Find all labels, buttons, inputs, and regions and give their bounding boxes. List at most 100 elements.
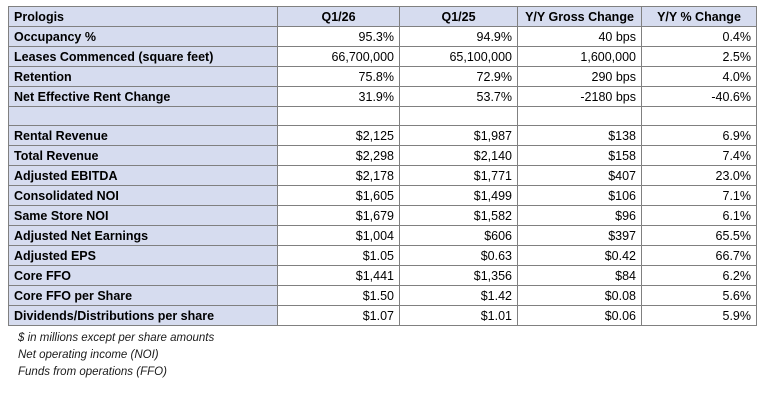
financial-summary-table: Prologis Q1/26 Q1/25 Y/Y Gross Change Y/… [8, 6, 757, 326]
cell-gross-change: $106 [517, 185, 642, 206]
cell-pct-change: 66.7% [641, 245, 757, 266]
cell-q125: $1,582 [399, 205, 518, 226]
column-header-q126: Q1/26 [277, 6, 400, 27]
cell-gross-change: $397 [517, 225, 642, 246]
cell-pct-change: 6.1% [641, 205, 757, 226]
cell-q126: $1,441 [277, 265, 400, 286]
cell-gross-change: $0.06 [517, 305, 642, 326]
column-header-company: Prologis [8, 6, 278, 27]
cell-gross-change: $138 [517, 125, 642, 146]
footnote-ffo-definition: Funds from operations (FFO) [18, 366, 167, 378]
row-label: Core FFO [8, 265, 278, 286]
table-row: Adjusted EPS $1.05 $0.63 $0.42 66.7% [8, 245, 757, 266]
row-label: Rental Revenue [8, 125, 278, 146]
cell-q126: 75.8% [277, 66, 400, 87]
cell-pct-change: 5.6% [641, 285, 757, 306]
cell-gross-change: 1,600,000 [517, 46, 642, 67]
row-label: Dividends/Distributions per share [8, 305, 278, 326]
cell-pct-change: 7.1% [641, 185, 757, 206]
cell-q125: $1.01 [399, 305, 518, 326]
cell-empty [277, 106, 400, 126]
table-row: Retention 75.8% 72.9% 290 bps 4.0% [8, 66, 757, 87]
cell-gross-change: -2180 bps [517, 86, 642, 107]
table-row: Adjusted Net Earnings $1,004 $606 $397 65.5% [8, 225, 757, 246]
table-row: Occupancy % 95.3% 94.9% 40 bps 0.4% [8, 26, 757, 47]
cell-q126: 66,700,000 [277, 46, 400, 67]
cell-q126: $2,178 [277, 165, 400, 186]
row-label: Total Revenue [8, 145, 278, 166]
cell-pct-change: 5.9% [641, 305, 757, 326]
table-row: Core FFO $1,441 $1,356 $84 6.2% [8, 265, 757, 286]
cell-q125: $1,987 [399, 125, 518, 146]
cell-q125: $2,140 [399, 145, 518, 166]
cell-gross-change: $96 [517, 205, 642, 226]
cell-empty [399, 106, 518, 126]
cell-gross-change: $0.08 [517, 285, 642, 306]
cell-q126: $1,004 [277, 225, 400, 246]
row-label: Adjusted Net Earnings [8, 225, 278, 246]
cell-empty [517, 106, 642, 126]
cell-gross-change: $158 [517, 145, 642, 166]
cell-pct-change: 4.0% [641, 66, 757, 87]
row-label: Same Store NOI [8, 205, 278, 226]
cell-q125: $1.42 [399, 285, 518, 306]
cell-q125: 72.9% [399, 66, 518, 87]
cell-gross-change: $0.42 [517, 245, 642, 266]
row-label: Core FFO per Share [8, 285, 278, 306]
table-body: Occupancy % 95.3% 94.9% 40 bps 0.4% Leases Co… [8, 26, 757, 326]
row-label: Consolidated NOI [8, 185, 278, 206]
cell-q126: $2,298 [277, 145, 400, 166]
cell-q125: 65,100,000 [399, 46, 518, 67]
cell-q125: $1,356 [399, 265, 518, 286]
cell-q126: $1.50 [277, 285, 400, 306]
cell-q125: $1,499 [399, 185, 518, 206]
cell-q126: 95.3% [277, 26, 400, 47]
cell-q125: 94.9% [399, 26, 518, 47]
row-label: Occupancy % [8, 26, 278, 47]
cell-q125: $0.63 [399, 245, 518, 266]
row-label-empty [8, 106, 278, 126]
table-row: Consolidated NOI $1,605 $1,499 $106 7.1% [8, 185, 757, 206]
row-label: Net Effective Rent Change [8, 86, 278, 107]
cell-q126: $1,679 [277, 205, 400, 226]
cell-q126: $1,605 [277, 185, 400, 206]
table-row: Total Revenue $2,298 $2,140 $158 7.4% [8, 145, 757, 166]
column-header-gross-change: Y/Y Gross Change [517, 6, 642, 27]
row-label: Retention [8, 66, 278, 87]
cell-pct-change: -40.6% [641, 86, 757, 107]
table-row: Adjusted EBITDA $2,178 $1,771 $407 23.0% [8, 165, 757, 186]
cell-gross-change: $84 [517, 265, 642, 286]
cell-q126: $2,125 [277, 125, 400, 146]
cell-q126: 31.9% [277, 86, 400, 107]
table-row: Core FFO per Share $1.50 $1.42 $0.08 5.6% [8, 285, 757, 306]
table-spacer-row [8, 106, 757, 126]
row-label: Leases Commenced (square feet) [8, 46, 278, 67]
cell-empty [641, 106, 757, 126]
table-header-row: Prologis Q1/26 Q1/25 Y/Y Gross Change Y/… [8, 6, 757, 27]
cell-q126: $1.05 [277, 245, 400, 266]
cell-pct-change: 6.9% [641, 125, 757, 146]
cell-q125: $1,771 [399, 165, 518, 186]
table-header: Prologis Q1/26 Q1/25 Y/Y Gross Change Y/… [8, 6, 757, 27]
cell-pct-change: 65.5% [641, 225, 757, 246]
table-row: Net Effective Rent Change 31.9% 53.7% -2180… [8, 86, 757, 107]
table-row: Leases Commenced (square feet) 66,700,000… [8, 46, 757, 67]
row-label: Adjusted EPS [8, 245, 278, 266]
cell-q125: 53.7% [399, 86, 518, 107]
row-label: Adjusted EBITDA [8, 165, 278, 186]
cell-pct-change: 6.2% [641, 265, 757, 286]
cell-pct-change: 2.5% [641, 46, 757, 67]
cell-gross-change: 290 bps [517, 66, 642, 87]
cell-pct-change: 7.4% [641, 145, 757, 166]
table-row: Dividends/Distributions per share $1.07 $1… [8, 305, 757, 326]
cell-pct-change: 0.4% [641, 26, 757, 47]
cell-pct-change: 23.0% [641, 165, 757, 186]
table-row: Rental Revenue $2,125 $1,987 $138 6.9% [8, 125, 757, 146]
cell-gross-change: 40 bps [517, 26, 642, 47]
footnotes: $ in millions except per share amounts N… [18, 330, 756, 381]
column-header-pct-change: Y/Y % Change [641, 6, 757, 27]
cell-q125: $606 [399, 225, 518, 246]
footnote-currency-units: $ in millions except per share amounts [18, 332, 215, 344]
column-header-q125: Q1/25 [399, 6, 518, 27]
